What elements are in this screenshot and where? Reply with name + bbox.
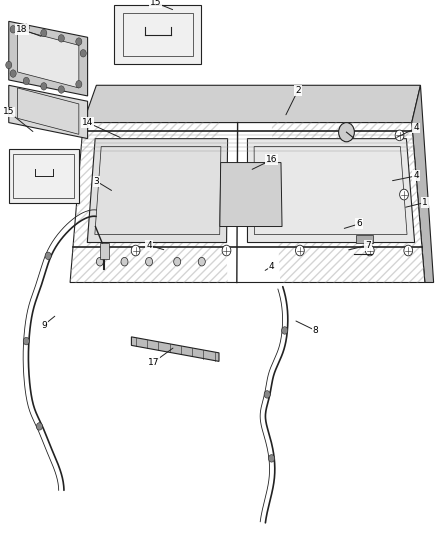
Circle shape [339,123,354,142]
Text: 4: 4 [413,172,419,180]
Circle shape [404,245,413,256]
Text: 4: 4 [269,262,274,271]
Text: 1: 1 [422,198,428,207]
Circle shape [45,252,51,260]
Circle shape [58,86,64,93]
Circle shape [365,245,374,256]
Circle shape [121,257,128,266]
Circle shape [41,29,47,37]
Circle shape [399,189,408,200]
Text: 4: 4 [146,241,152,249]
Polygon shape [220,163,282,227]
Polygon shape [412,85,434,282]
Polygon shape [131,337,219,361]
Polygon shape [18,29,79,88]
Circle shape [6,61,12,69]
Circle shape [76,38,82,45]
Polygon shape [87,139,228,243]
Polygon shape [70,123,425,282]
Circle shape [76,80,82,88]
Polygon shape [83,85,420,123]
Text: 6: 6 [356,220,362,228]
Circle shape [10,70,16,77]
Polygon shape [9,21,88,96]
Text: 2: 2 [295,86,300,95]
Polygon shape [247,139,415,243]
Circle shape [96,257,103,266]
Circle shape [145,257,152,266]
Text: 14: 14 [82,118,93,127]
Circle shape [23,77,29,85]
Bar [356,235,373,243]
Circle shape [174,257,181,266]
Circle shape [268,455,275,462]
Circle shape [282,327,288,334]
Circle shape [80,50,86,57]
Circle shape [395,130,404,141]
Circle shape [41,83,47,90]
Text: 3: 3 [93,177,99,185]
Text: 15: 15 [150,0,161,7]
Circle shape [23,24,29,31]
Circle shape [198,257,205,266]
Circle shape [36,423,42,430]
Polygon shape [114,5,201,64]
Circle shape [23,337,29,345]
Text: 18: 18 [16,25,28,34]
Polygon shape [9,85,88,139]
Text: 15: 15 [3,108,14,116]
Circle shape [222,245,231,256]
Text: 16: 16 [266,156,277,164]
Text: 8: 8 [312,326,318,335]
Bar [100,243,109,259]
Text: 4: 4 [413,124,419,132]
Circle shape [296,245,304,256]
Circle shape [58,35,64,42]
Text: 7: 7 [365,241,371,249]
Polygon shape [9,149,79,203]
Text: 17: 17 [148,358,159,367]
Circle shape [264,391,270,398]
Circle shape [10,26,16,33]
Circle shape [131,245,140,256]
Text: 9: 9 [41,321,47,329]
